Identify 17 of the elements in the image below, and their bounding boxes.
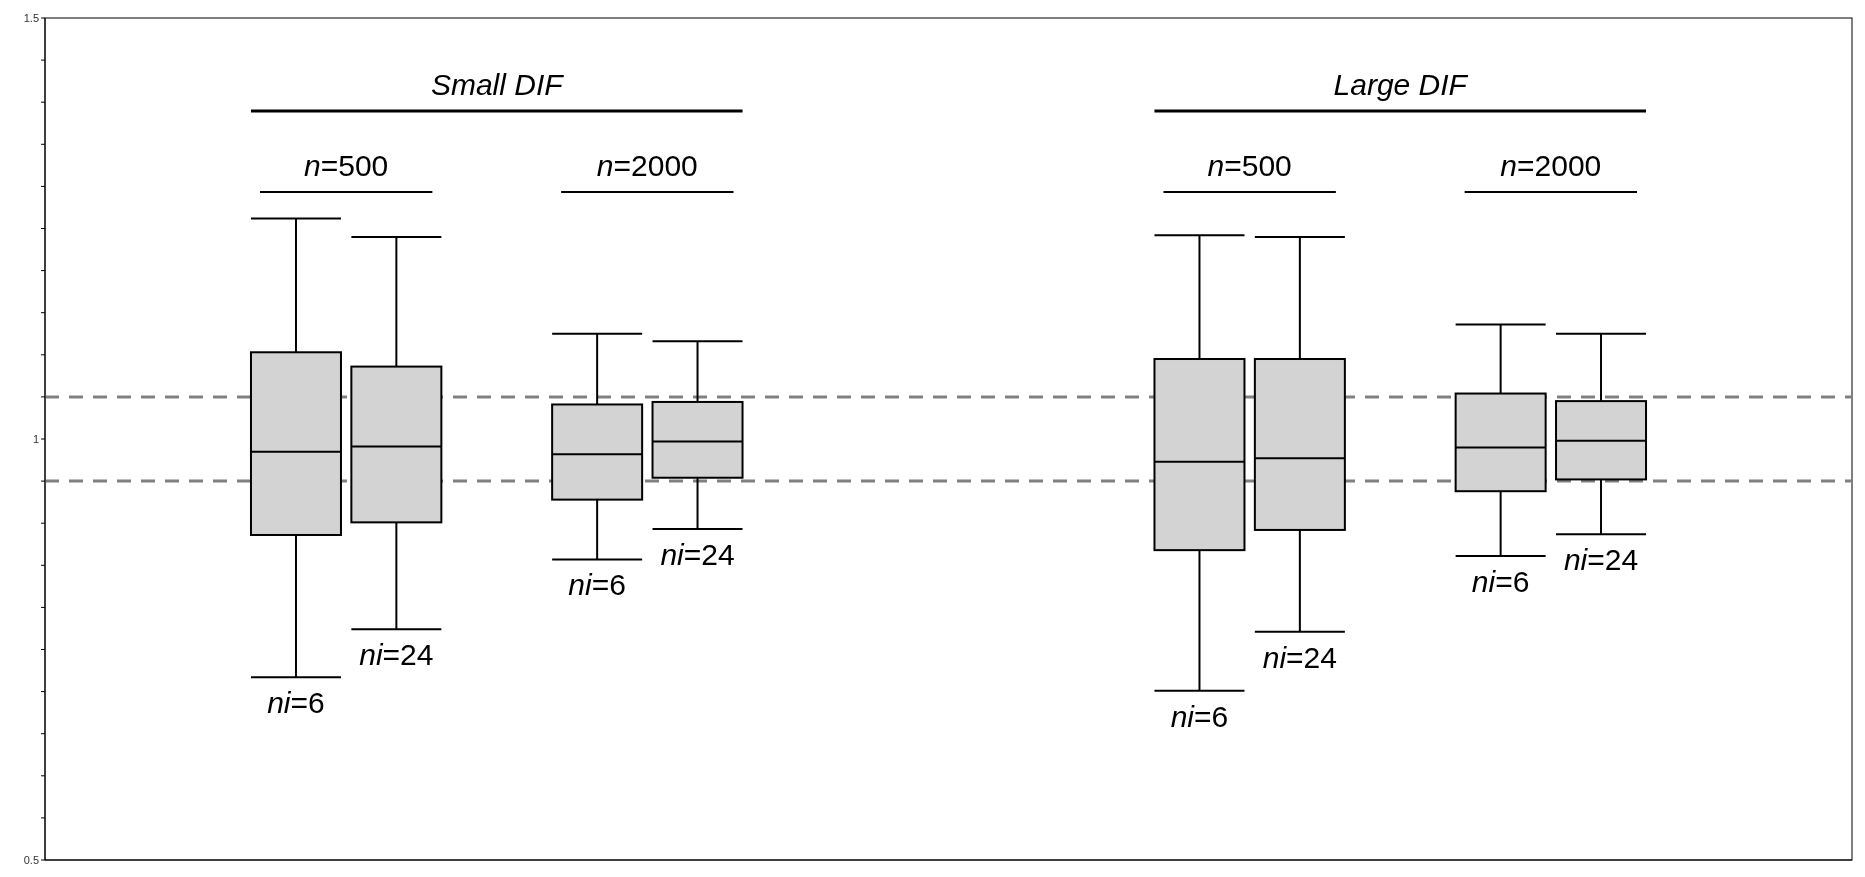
y-tick-label: 1.5 [23, 11, 39, 24]
annotation: n=2000 [1500, 149, 1602, 182]
annotation: ni=6 [1170, 699, 1229, 733]
y-tick-label: 1 [32, 432, 39, 445]
annotation: Small DIF [430, 68, 565, 101]
annotation: ni=6 [267, 686, 325, 720]
annotation: Large DIF [1333, 68, 1469, 101]
annotation: ni=6 [568, 568, 626, 602]
annotation: ni=24 [1262, 640, 1337, 674]
annotation: ni=24 [359, 638, 434, 672]
annotation: n=2000 [596, 149, 698, 182]
annotation: ni=24 [660, 538, 735, 572]
annotation: n=500 [304, 149, 389, 182]
annotation: n=500 [1207, 149, 1292, 182]
annotation: ni=6 [1471, 565, 1530, 599]
annotation: ni=24 [1563, 543, 1639, 577]
y-tick-label: 0.5 [23, 853, 39, 866]
